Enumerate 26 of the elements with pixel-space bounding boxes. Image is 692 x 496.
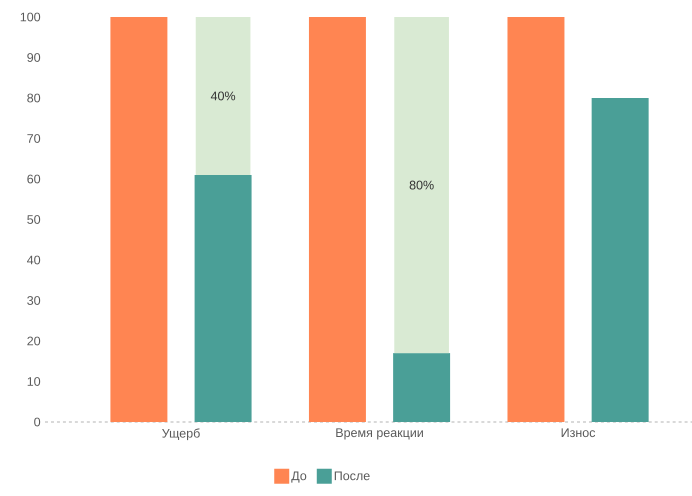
bar bbox=[308, 16, 366, 422]
annotation: 40% bbox=[210, 92, 236, 100]
bar bbox=[592, 98, 649, 422]
y-tick-label: 40 bbox=[27, 256, 40, 264]
y-tick-label: 0 bbox=[34, 418, 40, 426]
bar bbox=[393, 353, 450, 422]
y-tick-label: 20 bbox=[27, 336, 40, 346]
x-tick-label: Время реакции bbox=[336, 428, 423, 440]
y-tick-label: 80 bbox=[27, 94, 40, 102]
y-tick-label: 50 bbox=[27, 215, 40, 224]
y-tick-label: 60 bbox=[27, 174, 40, 184]
bar bbox=[394, 16, 449, 354]
y-tick-label: 90 bbox=[27, 53, 40, 62]
x-tick-label: Ущерб bbox=[162, 428, 200, 440]
legend-label: После bbox=[334, 472, 370, 480]
legend-label: До bbox=[291, 472, 306, 483]
x-tick-label: Износ bbox=[562, 428, 596, 438]
y-tick-label: 100 bbox=[20, 12, 40, 22]
y-tick-label: 10 bbox=[28, 377, 40, 386]
bar bbox=[507, 16, 564, 422]
annotation: 80% bbox=[410, 180, 434, 190]
bar bbox=[194, 174, 252, 422]
bar bbox=[110, 16, 168, 422]
y-tick-label: 70 bbox=[27, 134, 40, 143]
bar bbox=[196, 16, 250, 175]
y-tick-label: 30 bbox=[27, 296, 40, 305]
